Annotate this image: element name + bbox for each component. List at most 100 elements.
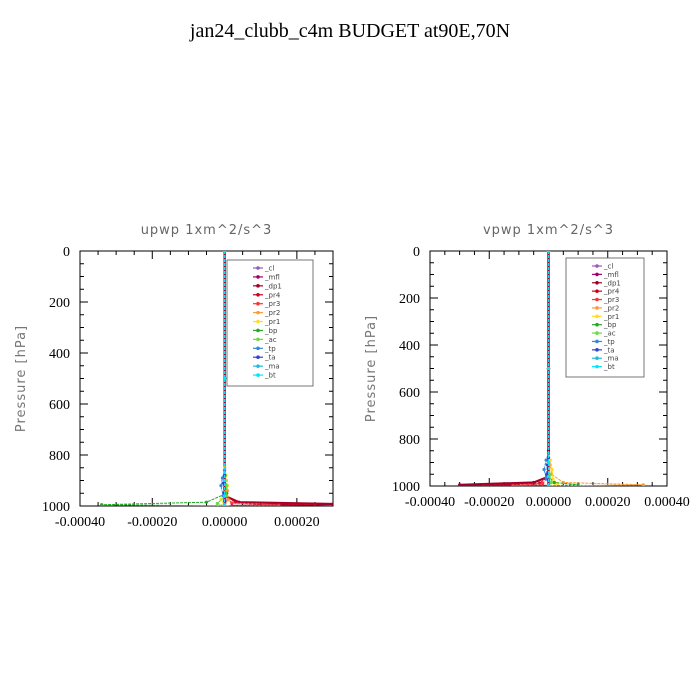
series-point-bt [222,376,227,381]
series-group [100,251,333,506]
chart-title: upwp 1xm^2/s^3 [141,223,273,238]
series-point-tp [220,476,225,480]
series-point-pr3 [540,482,545,486]
legend-marker [256,301,260,306]
series-line-dp1 [459,251,550,486]
y-tick-label: 600 [399,386,420,401]
legend-marker [256,346,260,351]
legend-marker [256,275,260,279]
x-tick-label: -0.00040 [55,515,105,530]
legend-label: _pr3 [603,296,619,304]
legend-marker [595,272,599,277]
legend-label: _pr4 [603,288,620,296]
legend-marker [256,328,260,333]
series-point-pr3 [511,483,515,486]
legend-label: _pr2 [603,304,619,312]
legend-label: _ma [603,355,619,363]
series-point-tp [219,484,223,488]
legend-marker [256,292,260,297]
y-tick-label: 0 [413,245,420,260]
chart-title: vpwp 1xm^2/s^3 [483,223,614,238]
series-point-bt [222,478,227,483]
y-tick-label: 1000 [42,500,70,515]
series-point-pr2 [641,483,645,486]
series-point-ac [225,484,229,488]
legend-box [226,259,314,387]
x-tick-label: 0.00000 [202,515,248,530]
legend-label: _bt [264,372,276,380]
legend-label: _ac [264,336,277,344]
legend-marker [595,356,599,361]
legend-label: _ma [264,363,280,371]
y-axis-label: Pressure [hPa] [364,315,379,422]
legend-label: _mfl [603,271,619,279]
series-point-bp [100,503,104,506]
legend: _cl_mfl_dp1_pr4_pr3_pr2_pr1_bp_ac_tp_ta_… [565,257,645,378]
series-line-pr3 [512,251,549,486]
legend-label: _cl [264,265,274,273]
y-axis-label: Pressure [hPa] [14,325,29,432]
legend-marker [595,364,599,369]
series-point-pr2 [226,498,230,502]
page-title: jan24_clubb_c4m BUDGET at90E,70N [189,20,511,42]
series-point-ac [549,480,554,485]
legend-label: _pr2 [264,309,280,317]
legend: _cl_mfl_dp1_pr4_pr3_pr2_pr1_bp_ac_tp_ta_… [226,259,314,387]
series-point-pr4 [481,483,485,486]
series-point-pr1 [550,467,554,472]
series-point-bp [576,482,580,486]
series-point-pr1 [548,458,552,462]
series-point-bt [222,251,227,253]
legend-label: _dp1 [264,282,282,290]
legend-marker [595,289,599,293]
legend-marker [256,266,260,270]
legend-marker [256,364,260,368]
legend-label: _tp [603,338,615,346]
legend-label: _pr4 [264,291,281,299]
legend-marker [256,310,260,315]
legend-marker [595,331,599,335]
legend-label: _bp [264,327,278,335]
legend-label: _dp1 [603,279,621,287]
legend-marker [595,339,599,344]
series-point-dp1 [458,483,462,486]
series-group [458,251,645,486]
series-point-bt [546,475,551,479]
legend-marker [256,373,260,377]
y-tick-label: 0 [63,245,70,260]
legend-marker [595,297,599,302]
series-point-pr3 [277,503,281,506]
y-tick-label: 200 [399,292,420,307]
legend-label: _pr1 [603,313,619,321]
y-tick-label: 1000 [392,480,420,495]
legend-label: _bp [603,321,617,329]
legend-label: _pr3 [264,300,280,308]
series-point-tp [222,468,227,472]
legend-marker [256,284,260,288]
legend-label: _ta [603,346,615,354]
series-point-bt [546,460,551,465]
series-point-bt [222,494,227,498]
y-tick-label: 800 [49,449,70,464]
legend-marker [595,264,599,268]
series-point-ta [545,472,549,476]
x-tick-label: -0.00040 [405,495,455,510]
x-tick-label: 0.00020 [274,515,320,530]
legend-marker [595,348,599,352]
legend-marker [595,322,599,327]
series-line-bp [101,251,228,506]
series-point-bp [204,500,209,504]
series-point-bt [546,251,551,253]
legend-label: _cl [603,263,613,271]
x-tick-label: 0.00000 [526,495,572,510]
series-point-bt [222,504,227,506]
legend-label: _tp [264,345,276,353]
legend-marker [256,355,260,360]
legend-label: _mfl [264,273,280,281]
legend-marker [256,319,260,324]
x-tick-label: -0.00020 [127,515,177,530]
series-point-ac [215,501,219,506]
series-line-pr4 [483,251,549,486]
series-point-bt [546,366,551,371]
y-tick-label: 800 [399,433,420,448]
